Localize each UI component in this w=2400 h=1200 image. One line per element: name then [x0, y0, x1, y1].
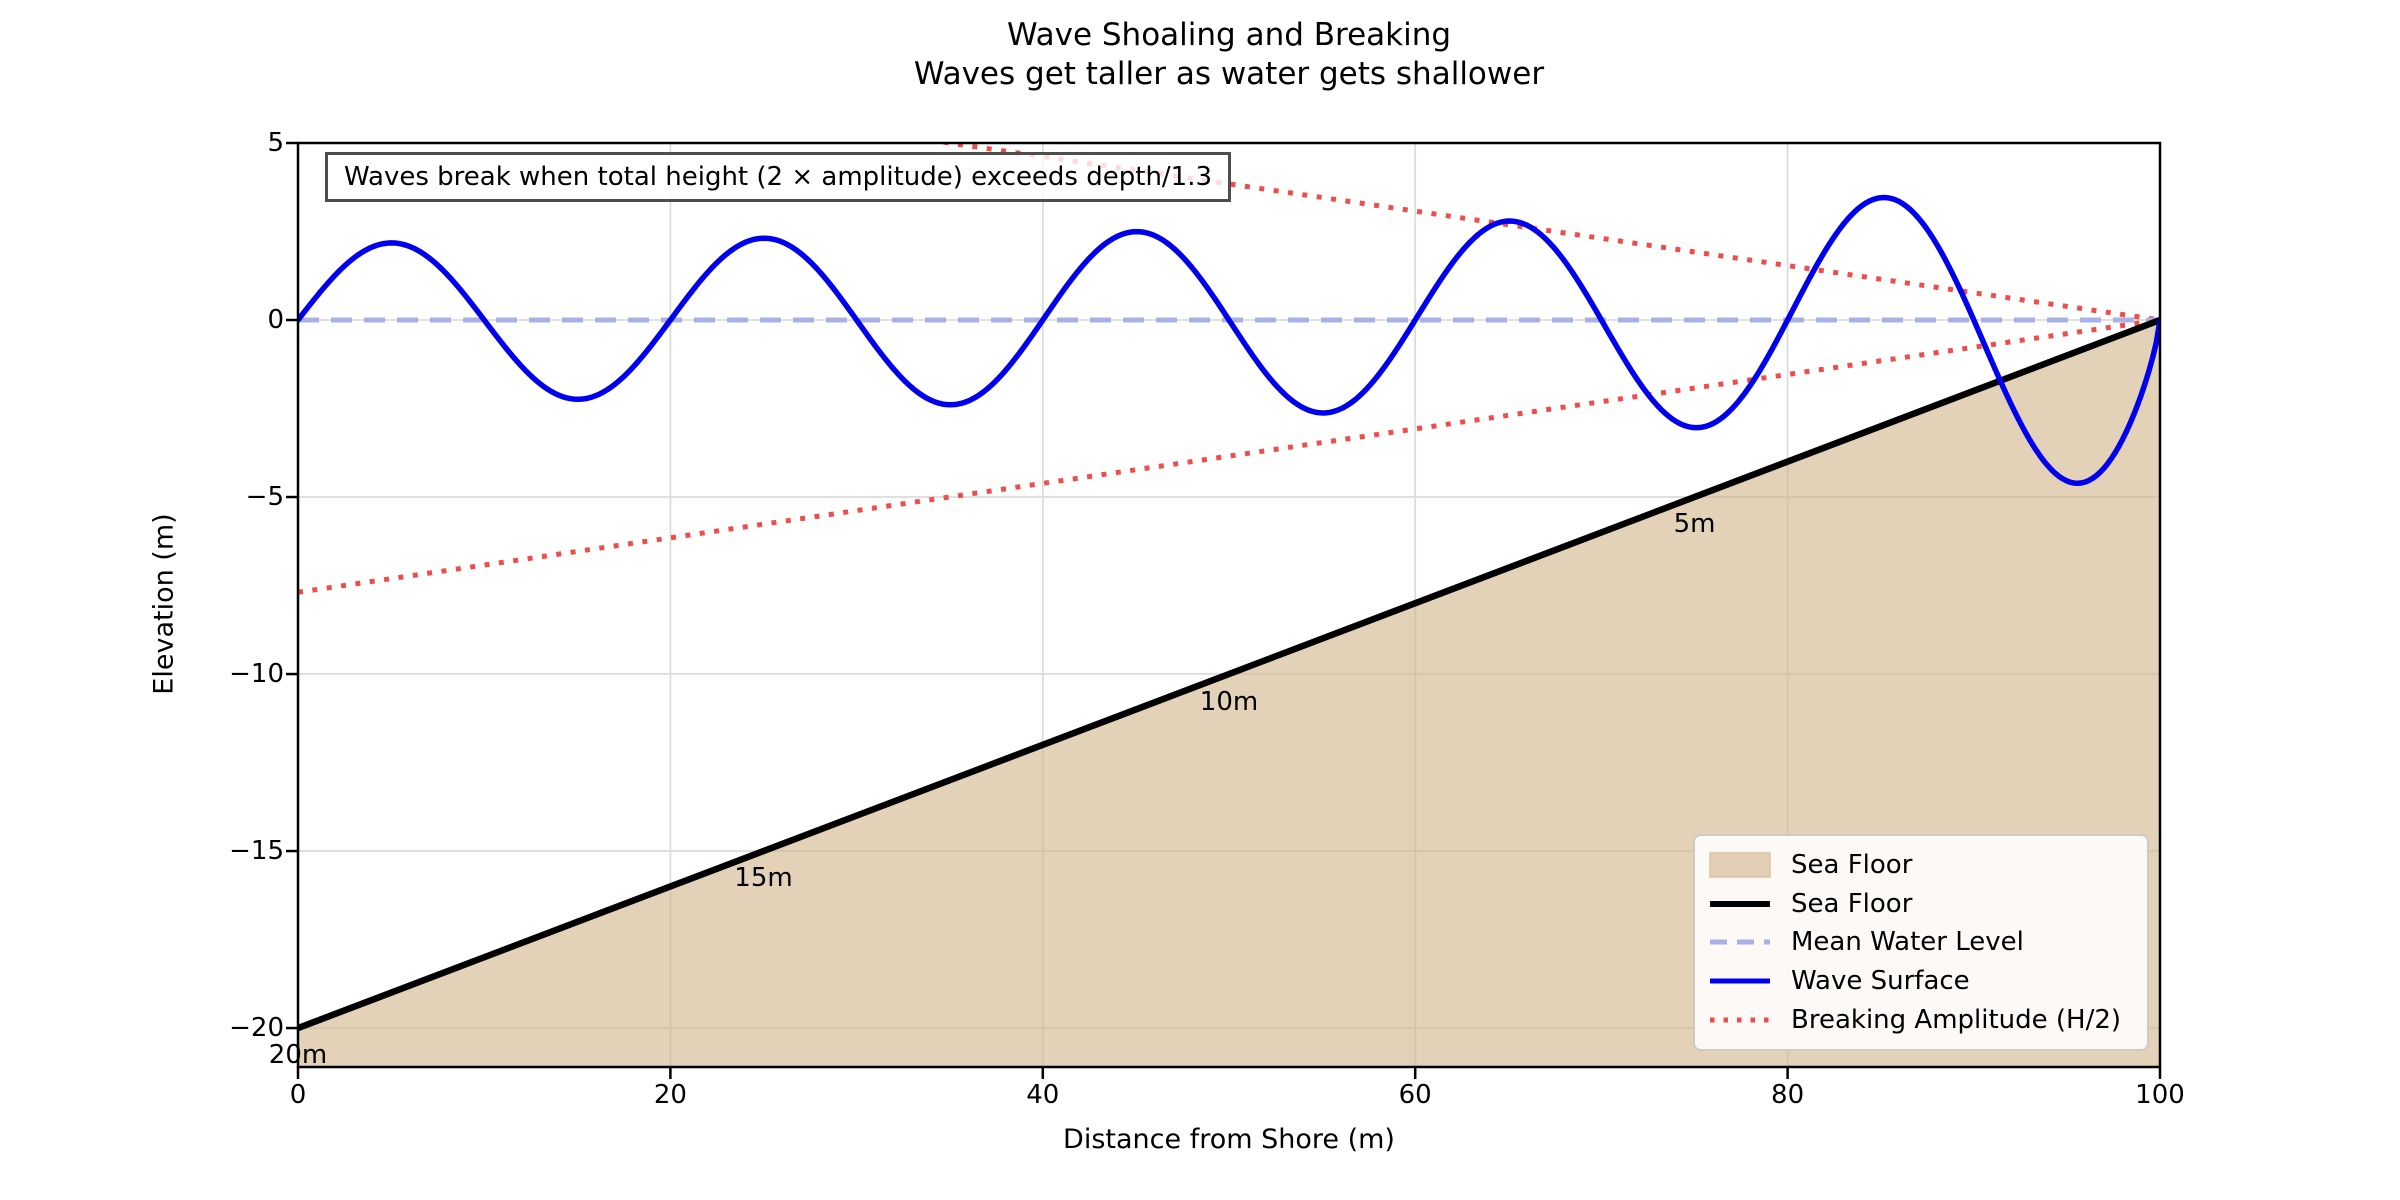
legend-item-sea-floor-line: Sea Floor [1709, 885, 2133, 924]
depth-label-20m: 20m [268, 1039, 328, 1070]
legend-item-breaking-amplitude: Breaking Amplitude (H/2) [1709, 1000, 2133, 1039]
x-tick-label: 20 [653, 1080, 687, 1110]
legend-item-wave-surface: Wave Surface [1709, 962, 2133, 1001]
sea-floor-line-icon [1709, 890, 1771, 918]
x-tick-label: 40 [1026, 1080, 1060, 1110]
x-tick-label: 100 [2135, 1080, 2185, 1110]
wave-surface-line [298, 194, 2160, 487]
y-tick-label: 0 [267, 305, 284, 335]
legend-item-mean-water-level: Mean Water Level [1709, 923, 2133, 962]
y-tick-label: −5 [245, 482, 284, 513]
annotation-text: Waves break when total height (2 × ampli… [344, 162, 1213, 192]
legend-label: Sea Floor [1791, 850, 1913, 881]
y-tick-label: −10 [229, 659, 284, 690]
legend-label: Mean Water Level [1791, 927, 2024, 958]
sea-floor-patch-icon [1709, 851, 1771, 879]
chart-title-line1: Wave Shoaling and Breaking [1006, 17, 1452, 53]
legend-label: Sea Floor [1791, 888, 1913, 919]
breaking-amplitude-dotted-icon [1709, 1006, 1771, 1034]
mean-water-level-dashed-icon [1709, 928, 1771, 956]
y-tick-label: −15 [229, 836, 284, 867]
breaking-envelope-upper [932, 143, 2160, 323]
legend-label: Wave Surface [1791, 966, 1970, 997]
depth-label-15m: 15m [734, 862, 793, 893]
x-tick-label: 80 [1771, 1080, 1805, 1110]
breaking-envelope-lower [298, 317, 2160, 595]
axes-spines [296, 141, 2162, 1069]
legend-item-sea-floor-patch: Sea Floor [1709, 846, 2133, 885]
legend: Sea Floor Sea Floor Mean Water Level Wav… [1693, 834, 2149, 1051]
chart-title-line2: Waves get taller as water gets shallower [913, 56, 1545, 92]
x-axis-label: Distance from Shore (m) [1063, 1124, 1395, 1155]
y-tick-label: −20 [229, 1013, 284, 1044]
sea-floor-line [298, 316, 2160, 1032]
x-tick-label: 0 [289, 1080, 307, 1110]
chart-title: Wave Shoaling and Breaking Waves get tal… [298, 16, 2160, 94]
x-tick-label: 60 [1398, 1080, 1432, 1110]
legend-label: Breaking Amplitude (H/2) [1791, 1004, 2122, 1035]
depth-label-10m: 10m [1199, 687, 1259, 718]
depth-label-5m: 5m [1673, 508, 1716, 539]
y-tick-label: 5 [267, 128, 284, 158]
wave-surface-line-icon [1709, 967, 1771, 995]
annotation-box: Waves break when total height (2 × ampli… [325, 152, 1232, 202]
